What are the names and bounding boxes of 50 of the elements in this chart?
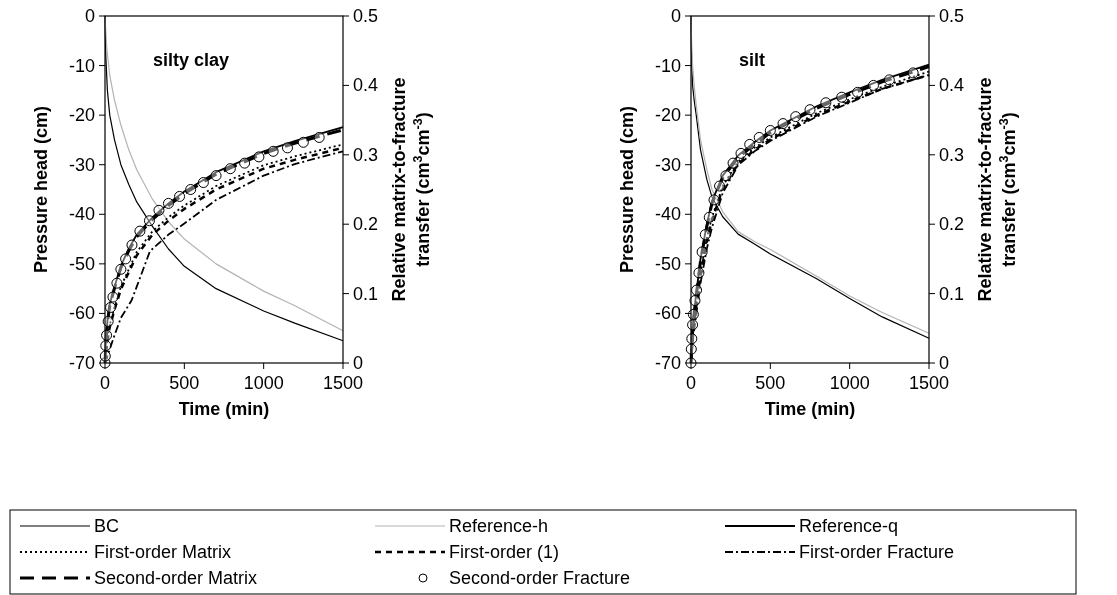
y-tick-label: 0 (670, 6, 681, 26)
y2-tick-label: 0 (353, 353, 364, 373)
text: silt (739, 50, 766, 70)
y-tick-label: -20 (654, 105, 681, 126)
text: silty clay (153, 50, 230, 70)
y2-tick-label: 0.3 (939, 144, 965, 165)
legend-label: Second-order Fracture (449, 568, 631, 588)
y2-tick-label: 0.5 (353, 6, 379, 26)
y-tick-label: -60 (68, 303, 95, 324)
legend-label: First-order Matrix (94, 542, 232, 562)
y-tick-label: -40 (68, 204, 95, 225)
x-tick-label: 0 (685, 373, 697, 393)
y-tick-label: -70 (68, 353, 95, 373)
y2-tick-label: 0.5 (939, 6, 965, 26)
y-tick-label: -30 (654, 154, 681, 175)
legend-label: Reference-q (799, 516, 899, 536)
y-tick-label: -30 (68, 154, 95, 175)
y-tick-label: 0 (84, 6, 95, 26)
y-tick-label: -20 (68, 105, 95, 126)
x-axis-title: Time (min) (764, 399, 856, 419)
y2-tick-label: 0.3 (353, 144, 379, 165)
x-tick-label: 1500 (322, 373, 364, 393)
y-tick-label: -50 (68, 253, 95, 274)
y2-tick-label: 0.1 (939, 283, 965, 304)
x-tick-label: 1000 (829, 373, 870, 393)
y-tick-label: -60 (654, 303, 681, 324)
y-tick-label: -70 (654, 353, 681, 373)
y2-tick-label: 0.2 (939, 214, 965, 235)
x-tick-label: 1000 (243, 373, 284, 393)
legend-label: First-order (1) (449, 542, 560, 562)
x-tick-label: 1500 (908, 373, 950, 393)
y-tick-label: -40 (654, 204, 681, 225)
legend-label: Second-order Matrix (94, 568, 258, 588)
y-tick-label: -10 (654, 55, 681, 76)
y2-tick-label: 0.2 (353, 214, 379, 235)
x-tick-label: 500 (755, 373, 786, 393)
y2-tick-label: 0.1 (353, 283, 379, 304)
y2-tick-label: 0.4 (353, 75, 379, 96)
y-axis-title: Pressure head (cm) (617, 105, 637, 274)
y-axis-title: Pressure head (cm) (31, 105, 51, 274)
y2-tick-label: 0.4 (939, 75, 965, 96)
legend-label: BC (94, 516, 120, 536)
legend-label: First-order Fracture (799, 542, 955, 562)
y2-tick-label: 0 (939, 353, 950, 373)
legend-label: Reference-h (449, 516, 549, 536)
y-tick-label: -10 (68, 55, 95, 76)
x-tick-label: 500 (169, 373, 200, 393)
y-tick-label: -50 (654, 253, 681, 274)
x-tick-label: 0 (99, 373, 111, 393)
x-axis-title: Time (min) (178, 399, 270, 419)
